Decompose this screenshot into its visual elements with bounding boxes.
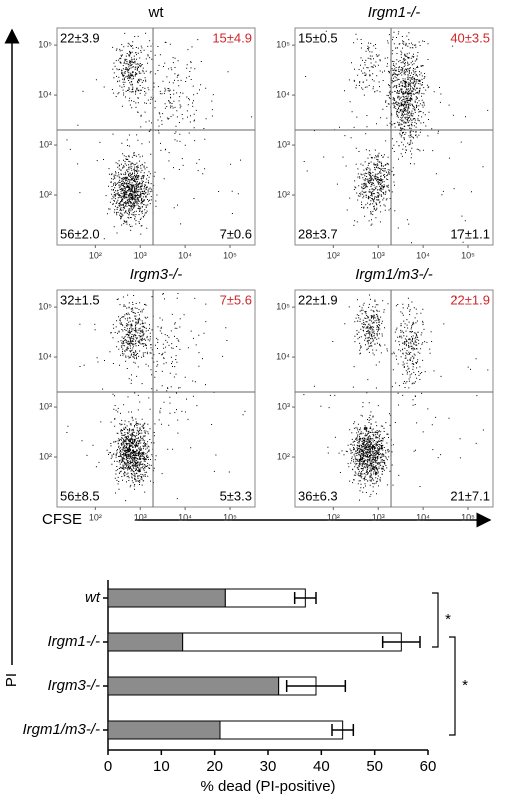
cell-cloud [66, 32, 253, 240]
plot-frame [56, 289, 256, 508]
y-tick-label: 10³ [39, 139, 52, 149]
plot-frame [294, 27, 494, 246]
category-label: Irgm1/m3-/- [22, 721, 100, 738]
y-tick-label: 10² [277, 451, 290, 461]
y-tick-label: 10² [39, 189, 52, 199]
x-tick-label: 10² [89, 512, 102, 522]
quadrant-label: 40±3.5 [450, 30, 490, 45]
quadrant-label: 15±4.9 [212, 30, 252, 45]
x-tick-label: 10³ [134, 512, 147, 522]
cell-cloud [303, 30, 489, 244]
panel-title: Irgm3-/- [130, 266, 183, 283]
x-tick-label: 10² [89, 250, 102, 260]
panel-title: Irgm1-/- [368, 4, 421, 21]
bar-segment [107, 632, 184, 652]
quadrant-label: 28±3.7 [298, 226, 338, 241]
quadrant-label: 21±7.1 [450, 488, 490, 503]
y-axis-label: PI [3, 673, 20, 687]
quadrant-label: 15±0.5 [298, 30, 338, 45]
quadrant-label: 7±5.6 [220, 292, 252, 307]
quadrant-label: 56±8.5 [60, 488, 100, 503]
x-axis-title: % dead (PI-positive) [200, 778, 335, 795]
significance-bracket [432, 592, 439, 648]
x-tick-label: 50 [366, 758, 383, 775]
cell-cloud [66, 293, 246, 502]
category-label: Irgm3-/- [48, 677, 101, 694]
x-tick-label: 0 [104, 758, 112, 775]
x-tick-label: 10⁴ [416, 512, 430, 522]
category-label: Irgm1-/- [48, 633, 101, 650]
y-tick-label: 10⁵ [38, 301, 52, 311]
x-tick-label: 40 [313, 758, 330, 775]
x-tick-label: 10³ [134, 250, 147, 260]
x-tick-label: 10 [153, 758, 170, 775]
significance-star: * [445, 611, 451, 628]
x-axis-label: CFSE [42, 511, 82, 528]
y-tick-label: 10⁴ [276, 351, 290, 361]
x-tick-label: 10⁴ [416, 250, 430, 260]
y-tick-label: 10⁴ [38, 351, 52, 361]
x-tick-label: 10⁵ [461, 250, 475, 260]
error-bar [331, 724, 355, 736]
x-tick-label: 10³ [372, 250, 385, 260]
x-tick-label: 10² [327, 250, 340, 260]
bar-segment [107, 676, 280, 696]
y-tick-label: 10⁵ [276, 39, 290, 49]
significance-star: * [462, 677, 468, 694]
y-tick-label: 10³ [277, 139, 290, 149]
y-tick-label: 10³ [277, 401, 290, 411]
bar-segment [107, 720, 221, 740]
bar-segment [224, 588, 306, 608]
error-bar [285, 680, 347, 692]
error-bar [293, 592, 317, 604]
y-tick-label: 10⁵ [38, 39, 52, 49]
bar-segment [219, 720, 344, 740]
x-tick-label: 10⁵ [223, 512, 237, 522]
plot-frame [56, 27, 256, 246]
y-tick-label: 10⁵ [276, 301, 290, 311]
y-tick-label: 10³ [39, 401, 52, 411]
x-tick-label: 10⁵ [461, 512, 475, 522]
x-tick-label: 60 [420, 758, 437, 775]
x-tick-label: 10² [327, 512, 340, 522]
y-tick-label: 10² [277, 189, 290, 199]
quadrant-label: 22±1.9 [450, 292, 490, 307]
x-tick-label: 20 [206, 758, 223, 775]
bar-segment [182, 632, 402, 652]
quadrant-label: 32±1.5 [60, 292, 100, 307]
x-tick-label: 10³ [372, 512, 385, 522]
cell-cloud [303, 294, 489, 501]
panel-title: wt [148, 4, 165, 21]
error-bar [381, 636, 421, 648]
x-tick-label: 10⁴ [178, 250, 192, 260]
significance-bracket [449, 636, 456, 736]
panel-title: Irgm1/m3-/- [355, 266, 433, 283]
x-tick-label: 10⁴ [178, 512, 192, 522]
y-tick-label: 10² [39, 451, 52, 461]
quadrant-label: 17±1.1 [450, 226, 490, 241]
quadrant-label: 36±6.3 [298, 488, 338, 503]
x-tick-label: 30 [260, 758, 277, 775]
category-label: wt [85, 589, 101, 606]
quadrant-label: 56±2.0 [60, 226, 100, 241]
bar-segment [107, 588, 226, 608]
y-tick-label: 10⁴ [38, 89, 52, 99]
y-tick-label: 10⁴ [276, 89, 290, 99]
plot-frame [294, 289, 494, 508]
quadrant-label: 22±3.9 [60, 30, 100, 45]
quadrant-label: 7±0.6 [220, 226, 252, 241]
quadrant-label: 5±3.3 [220, 488, 252, 503]
quadrant-label: 22±1.9 [298, 292, 338, 307]
x-tick-label: 10⁵ [223, 250, 237, 260]
